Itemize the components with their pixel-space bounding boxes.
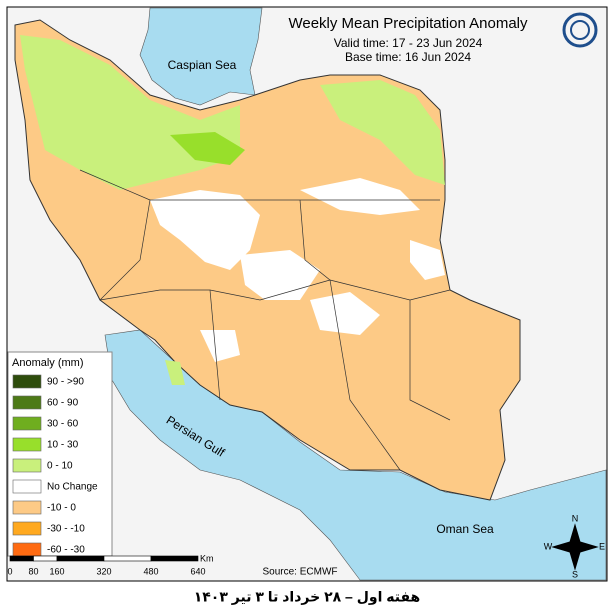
positive-area xyxy=(20,35,240,190)
scale-unit: Km xyxy=(200,553,214,563)
logo xyxy=(562,12,598,48)
compass-n: N xyxy=(572,513,579,523)
scale-segment xyxy=(56,555,105,562)
no-change-area xyxy=(200,330,240,362)
legend-label: 90 - >90 xyxy=(47,377,84,388)
scale-tick-label: 640 xyxy=(190,566,205,576)
province-borders xyxy=(79,169,451,471)
legend-swatch xyxy=(12,416,42,431)
compass-w: W xyxy=(544,541,553,551)
no-change-area xyxy=(150,190,260,270)
valid-time: Valid time: 17 - 23 Jun 2024 xyxy=(334,36,483,50)
map-title: Weekly Mean Precipitation Anomaly xyxy=(288,15,528,32)
scale-tick-label: 480 xyxy=(143,566,158,576)
scale-tick-label: 160 xyxy=(49,566,64,576)
no-change-area xyxy=(240,250,320,300)
legend-label: -30 - -10 xyxy=(47,524,85,535)
no-change-area xyxy=(310,292,380,335)
legend-swatch xyxy=(12,542,42,557)
scale-segment xyxy=(9,555,34,562)
caspian-sea xyxy=(139,7,263,106)
caption: هفته اول – ۲۸ خرداد تا ۳ تیر ۱۴۰۳ xyxy=(194,589,421,606)
scale-tick-label: 80 xyxy=(28,566,38,576)
source: Source: ECMWF xyxy=(262,567,337,578)
border xyxy=(409,300,451,421)
logo-ring xyxy=(562,12,598,48)
legend-label: 0 - 10 xyxy=(47,461,73,472)
legend-swatch xyxy=(12,374,42,389)
caspian-label: Caspian Sea xyxy=(168,58,237,72)
scale-segment xyxy=(33,555,58,562)
positive-anomaly-areas xyxy=(20,35,445,385)
scale-tick-label: 0 xyxy=(7,566,12,576)
base-time: Base time: 16 Jun 2024 xyxy=(345,50,471,64)
legend-label: No Change xyxy=(47,482,98,493)
positive-area xyxy=(165,360,185,385)
oman-sea-label: Oman Sea xyxy=(436,522,494,536)
logo-ring xyxy=(570,20,590,40)
positive-area xyxy=(170,132,245,165)
legend-swatch xyxy=(12,437,42,452)
scale-segment xyxy=(150,555,199,562)
compass: N E S W xyxy=(544,513,605,579)
legend-swatch xyxy=(12,500,42,515)
legend-label: -10 - 0 xyxy=(47,503,76,514)
legend-label: 60 - 90 xyxy=(47,398,79,409)
compass-s: S xyxy=(572,569,578,579)
compass-e: E xyxy=(599,541,605,551)
legend-items: 90 - >90 60 - 90 30 - 60 10 - 30 0 - 10 No Ch… xyxy=(12,374,98,557)
legend-label: 10 - 30 xyxy=(47,440,79,451)
legend-title: Anomaly (mm) xyxy=(12,357,84,369)
legend-label: 30 - 60 xyxy=(47,419,79,430)
border xyxy=(79,169,151,301)
compass-rose xyxy=(551,523,599,571)
legend-swatch xyxy=(12,479,42,494)
legend-label: -60 - -30 xyxy=(47,545,85,556)
positive-area xyxy=(320,80,445,185)
no-change-area xyxy=(410,240,445,280)
legend-swatch xyxy=(12,521,42,536)
scale-tick-label: 320 xyxy=(96,566,111,576)
scale-segment xyxy=(103,555,152,562)
no-change-area xyxy=(300,178,420,215)
legend-swatch xyxy=(12,395,42,410)
legend-swatch xyxy=(12,458,42,473)
border xyxy=(329,279,401,471)
border xyxy=(209,289,221,401)
scale-bar: 0 80 160 320 480 640 Km xyxy=(7,553,213,576)
